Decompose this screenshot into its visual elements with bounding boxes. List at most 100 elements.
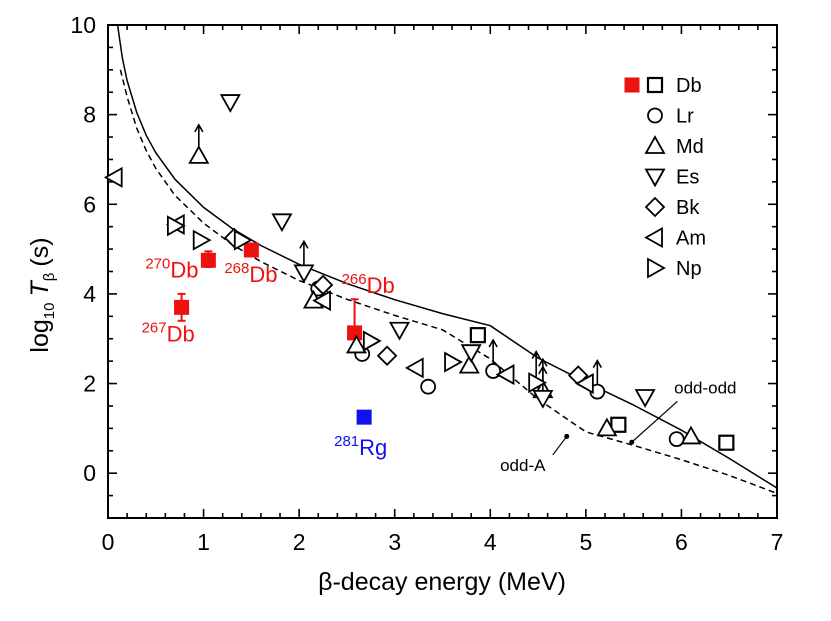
- x-axis-label: β-decay energy (MeV): [318, 568, 566, 596]
- lower-limit-arrow-head: [538, 357, 548, 367]
- lower-limit-arrow-head: [194, 123, 204, 133]
- marker-db-this-work: [243, 242, 259, 258]
- element-symbol: Db: [249, 262, 277, 287]
- marker-md: [596, 417, 618, 437]
- element-symbol: Db: [367, 273, 395, 298]
- y-tick-label: 4: [83, 281, 96, 307]
- element-symbol: Rg: [359, 435, 387, 460]
- y-label-T: T: [26, 280, 54, 297]
- curve-label-odd-odd: odd-odd: [674, 378, 736, 397]
- legend-marker-filled: [624, 77, 640, 93]
- legend-label: Db: [676, 75, 702, 97]
- mass-number: 270: [145, 255, 170, 272]
- nuclide-label-281Rg: 281Rg: [334, 433, 387, 460]
- legend-label: Np: [676, 258, 702, 280]
- marker-am: [103, 166, 123, 188]
- marker-lr: [420, 378, 437, 395]
- legend-marker: [644, 226, 663, 249]
- marker-bk: [376, 345, 398, 367]
- curve-label-pointer: [631, 400, 678, 443]
- mass-number: 281: [334, 433, 359, 450]
- lower-limit-arrow-head: [299, 239, 309, 249]
- nuclide-label-267Db: 267Db: [142, 319, 195, 346]
- marker-rg: [356, 409, 372, 425]
- y-tick-label: 8: [83, 102, 96, 128]
- y-label-log-subscript: 10: [41, 303, 58, 320]
- marker-es: [293, 264, 315, 284]
- curve-odd-A: [119, 69, 777, 495]
- x-tick-label: 3: [388, 529, 401, 555]
- legend-marker: [647, 257, 666, 279]
- marker-db: [469, 327, 486, 344]
- marker-am: [404, 357, 424, 379]
- x-tick-label: 4: [484, 529, 497, 555]
- data-markers: [103, 94, 735, 451]
- legend-label: Bk: [676, 197, 700, 219]
- lower-limit-arrow-head: [538, 365, 548, 375]
- x-tick-label: 5: [579, 529, 592, 555]
- y-tick-label: 6: [83, 191, 96, 217]
- marker-es: [460, 344, 482, 364]
- y-axis-label: log10 Tβ (s): [26, 237, 58, 352]
- element-symbol: Db: [167, 321, 195, 346]
- nuclide-label-266Db: 266Db: [342, 271, 395, 298]
- marker-db-this-work: [347, 325, 363, 341]
- x-tick-label: 0: [102, 529, 115, 555]
- legend-label: Es: [676, 167, 699, 189]
- lower-limit-arrow-head: [488, 338, 498, 348]
- y-label-T-subscript: β: [41, 272, 58, 281]
- mass-number: 268: [224, 260, 249, 277]
- marker-md: [188, 145, 210, 164]
- legend-marker: [647, 107, 663, 124]
- x-tick-label: 1: [197, 529, 210, 555]
- marker-es: [634, 389, 656, 408]
- legend-marker: [644, 135, 666, 154]
- marker-md: [458, 354, 480, 374]
- mass-number: 266: [342, 271, 367, 288]
- marker-np: [528, 372, 547, 394]
- y-tick-label: 0: [83, 460, 96, 486]
- x-tick-label: 6: [675, 529, 688, 555]
- legend: Db Lr Md Es Bk Am Np: [624, 75, 706, 280]
- marker-np: [166, 215, 186, 237]
- marker-md: [680, 425, 702, 445]
- curve-odd-odd: [116, 25, 777, 489]
- marker-am: [575, 373, 594, 395]
- lower-limit-arrow-head: [592, 359, 603, 369]
- curve-label-odd-a: odd-A: [500, 456, 546, 475]
- x-tick-label: 7: [771, 529, 784, 555]
- marker-np: [362, 330, 382, 352]
- legend-marker: [646, 76, 664, 94]
- marker-db-this-work: [200, 252, 216, 268]
- legend-marker: [644, 196, 666, 218]
- marker-am: [495, 364, 515, 386]
- legend-label: Lr: [676, 106, 694, 128]
- marker-db: [718, 434, 735, 451]
- y-tick-label: 10: [70, 12, 96, 38]
- element-symbol: Db: [170, 257, 198, 282]
- curve-label-pointer: [552, 436, 568, 456]
- marker-es: [532, 389, 554, 409]
- legend-label: Am: [676, 228, 706, 250]
- marker-db: [610, 416, 627, 433]
- nuclide-label-270Db: 270Db: [145, 255, 198, 282]
- mass-number: 267: [142, 319, 167, 336]
- marker-es: [271, 213, 293, 233]
- marker-es: [219, 94, 241, 113]
- marker-np: [192, 229, 212, 251]
- marker-db-this-work: [174, 299, 190, 315]
- legend-label: Md: [676, 136, 704, 158]
- y-tick-label: 2: [83, 371, 96, 397]
- marker-es: [388, 321, 411, 341]
- nuclide-label-268Db: 268Db: [224, 260, 277, 287]
- marker-md: [345, 334, 368, 354]
- marker-am: [312, 290, 331, 312]
- marker-np: [233, 229, 253, 251]
- legend-marker: [644, 168, 666, 188]
- marker-np: [444, 351, 463, 373]
- marker-bk: [312, 274, 334, 296]
- y-label-unit: (s): [26, 237, 54, 266]
- lower-limit-arrow-head: [531, 350, 541, 360]
